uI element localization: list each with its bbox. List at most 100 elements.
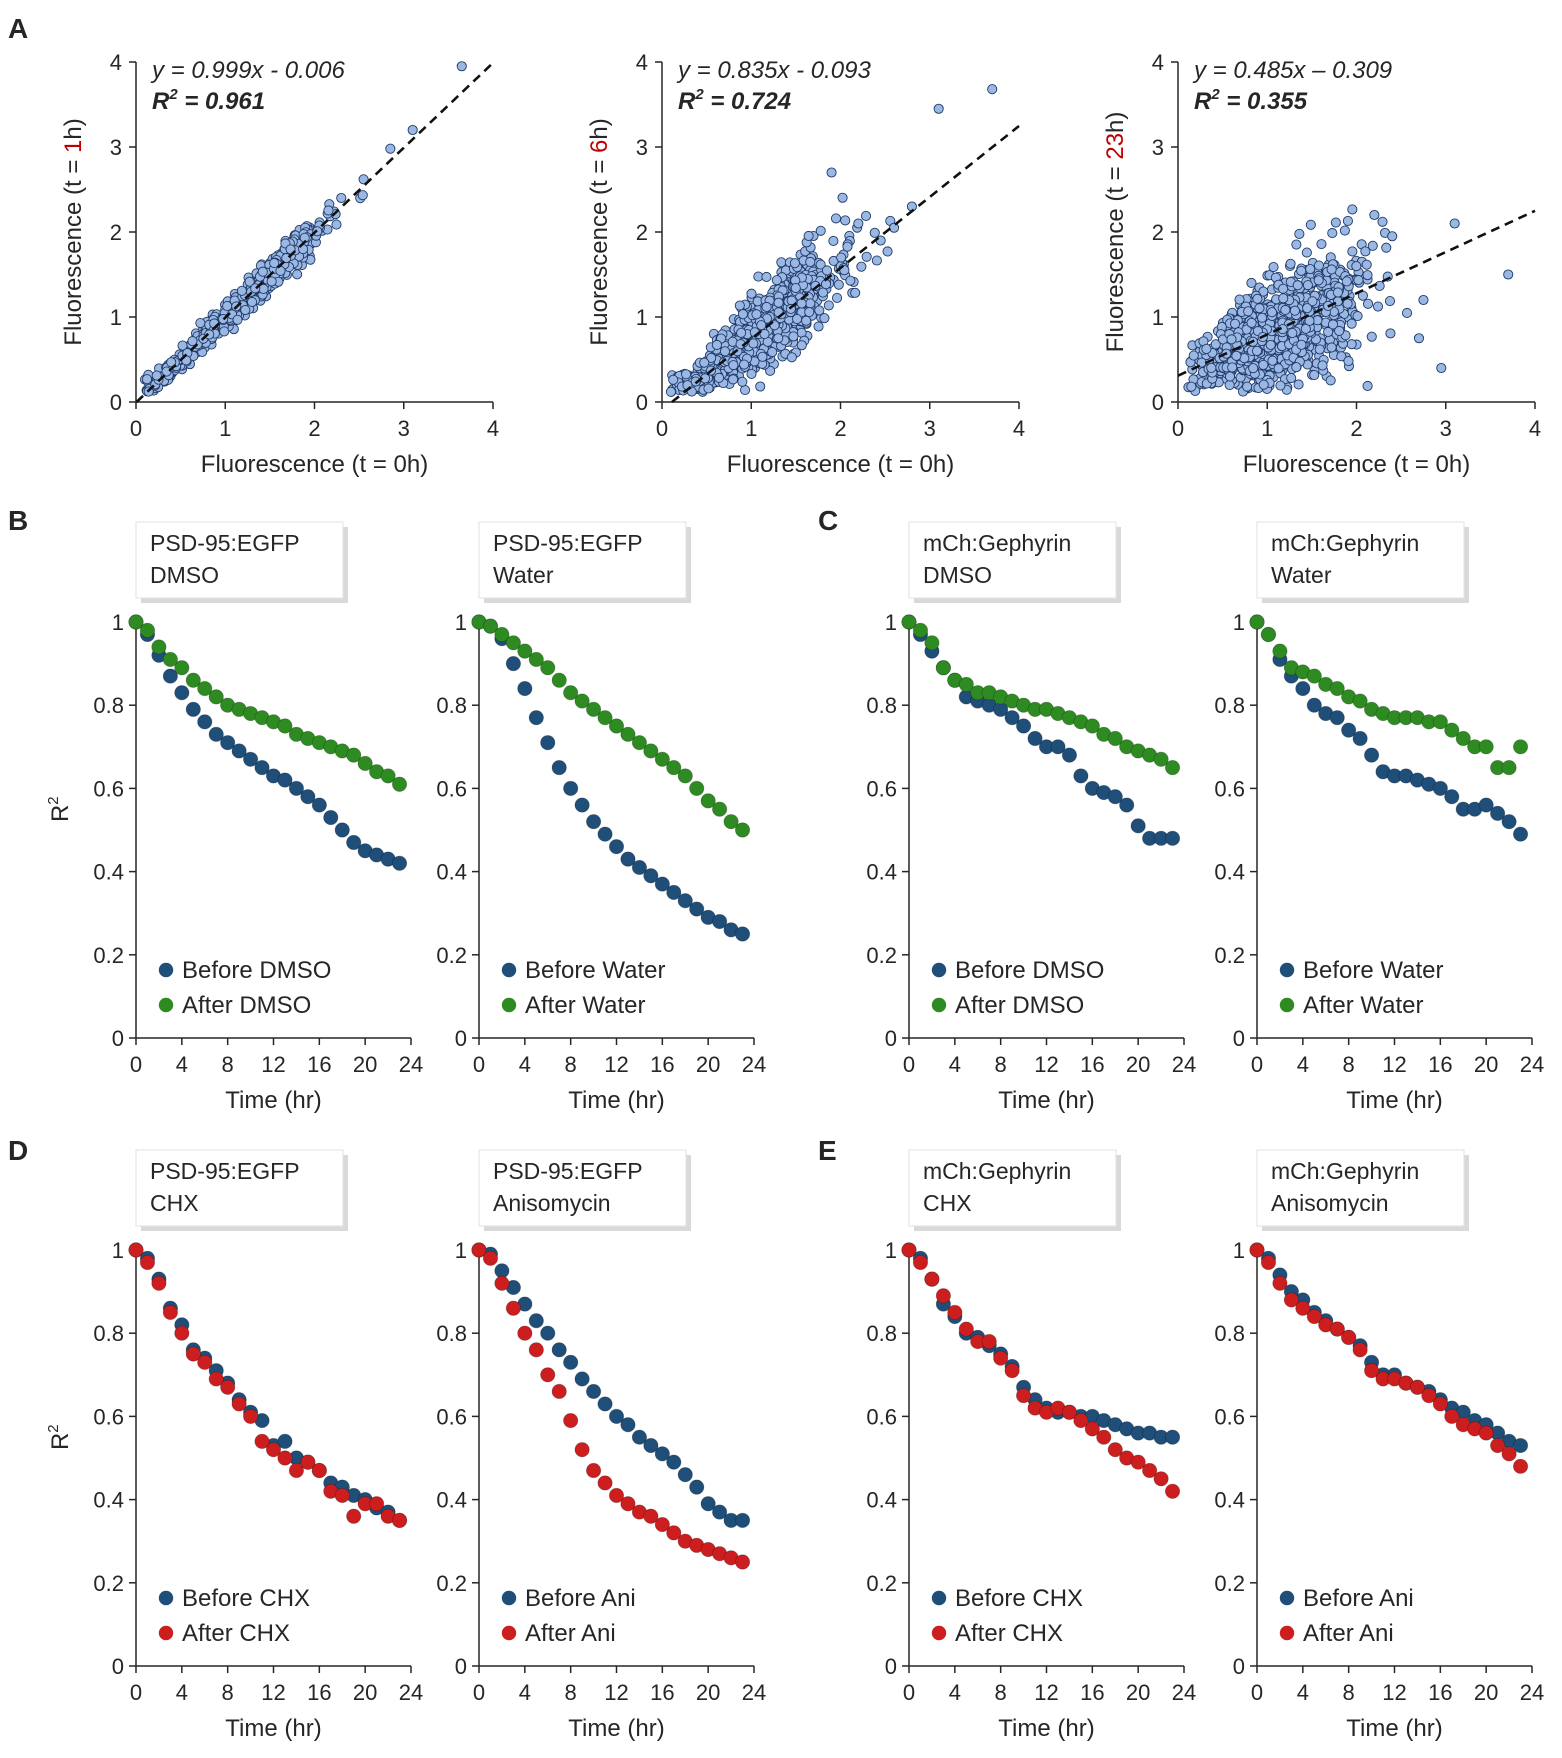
data-point — [540, 1367, 556, 1383]
data-point — [1478, 797, 1494, 813]
condition-box — [135, 521, 344, 599]
legend-marker — [931, 1590, 947, 1606]
data-point — [1272, 643, 1288, 659]
y-tick-label: 0.8 — [1214, 1321, 1245, 1346]
y-tick-label: 1 — [112, 610, 124, 635]
regression-equation: y = 0.835x - 0.093 — [676, 57, 871, 84]
data-point — [266, 276, 277, 287]
r-squared-superscript: 2 — [168, 86, 178, 103]
condition-construct: mCh:Gephyrin — [923, 530, 1071, 556]
data-point — [734, 822, 751, 838]
data-point — [871, 255, 882, 266]
data-point — [786, 352, 797, 363]
data-point — [700, 793, 716, 809]
x-axis-title: Time (hr) — [1346, 1715, 1442, 1742]
data-point — [1374, 280, 1385, 291]
x-tick-label: 0 — [903, 1052, 915, 1077]
y-tick-label: 4 — [110, 50, 122, 75]
data-point — [643, 868, 659, 884]
y-tick-label: 0.8 — [436, 1321, 467, 1346]
y-tick-label: 1 — [112, 1238, 124, 1263]
data-point — [288, 780, 305, 797]
legend-marker — [501, 997, 517, 1013]
x-tick-label: 24 — [1520, 1680, 1544, 1705]
y-tick-label: 3 — [110, 135, 122, 160]
data-point — [391, 1512, 408, 1529]
data-point — [668, 374, 679, 385]
x-tick-label: 16 — [1428, 1052, 1452, 1077]
data-point — [585, 1383, 602, 1400]
data-point — [1164, 1483, 1181, 1499]
data-point — [1015, 718, 1032, 734]
data-point — [1084, 718, 1100, 734]
data-point — [734, 1512, 751, 1529]
data-point — [734, 1554, 751, 1570]
y-tick-label: 0.4 — [93, 860, 124, 885]
x-tick-label: 3 — [924, 416, 936, 441]
data-points — [139, 61, 467, 397]
data-point — [889, 222, 900, 233]
data-point — [856, 261, 867, 272]
data-point — [1210, 339, 1221, 350]
data-point — [185, 1346, 201, 1362]
data-point — [755, 381, 766, 392]
data-point — [1501, 814, 1517, 830]
data-point — [1258, 359, 1269, 370]
series-after-ani — [1249, 1242, 1529, 1474]
data-point — [236, 285, 247, 296]
data-point — [1251, 345, 1263, 357]
x-tick-label: 4 — [949, 1680, 961, 1705]
data-point — [222, 300, 233, 312]
x-tick-label: 2 — [834, 416, 846, 441]
x-tick-label: 8 — [222, 1052, 234, 1077]
series-after-dmso — [128, 614, 408, 792]
condition-treatment: CHX — [150, 1190, 199, 1216]
y-tick-label: 1 — [636, 305, 648, 330]
data-point — [300, 1454, 316, 1470]
y-tick-label: 0.8 — [1214, 693, 1245, 718]
data-point — [597, 710, 613, 726]
data-point — [1287, 327, 1298, 339]
y-tick-label: 0.2 — [436, 943, 467, 968]
data-point — [1130, 1454, 1146, 1470]
y-axis-title-time: 23 — [1102, 133, 1129, 160]
data-point — [585, 701, 602, 717]
y-tick-label: 0.6 — [93, 1404, 124, 1429]
data-point — [254, 759, 270, 776]
series-after-chx — [901, 1242, 1181, 1499]
x-tick-label: 16 — [1080, 1680, 1104, 1705]
data-point — [1153, 751, 1169, 767]
data-point — [840, 215, 851, 226]
data-point — [1352, 1342, 1368, 1358]
legend-marker — [158, 997, 174, 1013]
data-point — [208, 726, 224, 742]
x-tick-label: 12 — [261, 1680, 285, 1705]
condition-construct: mCh:Gephyrin — [923, 1158, 1071, 1184]
data-point — [869, 227, 880, 238]
x-tick-label: 20 — [353, 1052, 377, 1077]
data-point — [1512, 739, 1529, 755]
y-tick-label: 0 — [112, 1654, 124, 1679]
x-tick-label: 0 — [656, 416, 668, 441]
data-point — [358, 174, 369, 185]
regression-line — [1177, 209, 1536, 377]
data-points — [1183, 204, 1514, 397]
data-point — [1107, 730, 1123, 747]
data-point — [935, 660, 951, 676]
data-point — [1372, 301, 1384, 312]
data-point — [1352, 693, 1368, 709]
x-tick-label: 20 — [696, 1052, 720, 1077]
y-tick-label: 3 — [636, 135, 648, 160]
data-point — [1306, 1308, 1322, 1325]
legend-marker — [1279, 1625, 1295, 1641]
condition-box — [135, 1149, 344, 1227]
scatter-plot-a1: 00 1 1 2 2 3 3 4 4 Fluorescence (t = 0h) Fluoresce… — [60, 50, 499, 478]
data-point — [346, 834, 362, 851]
data-point — [1291, 362, 1302, 373]
data-point — [1107, 789, 1123, 805]
data-point — [1366, 331, 1377, 342]
y-tick-label: 0 — [1233, 1654, 1245, 1679]
y-tick-label: 0.6 — [1214, 1404, 1245, 1429]
data-point — [643, 743, 659, 759]
data-point — [1455, 730, 1471, 747]
